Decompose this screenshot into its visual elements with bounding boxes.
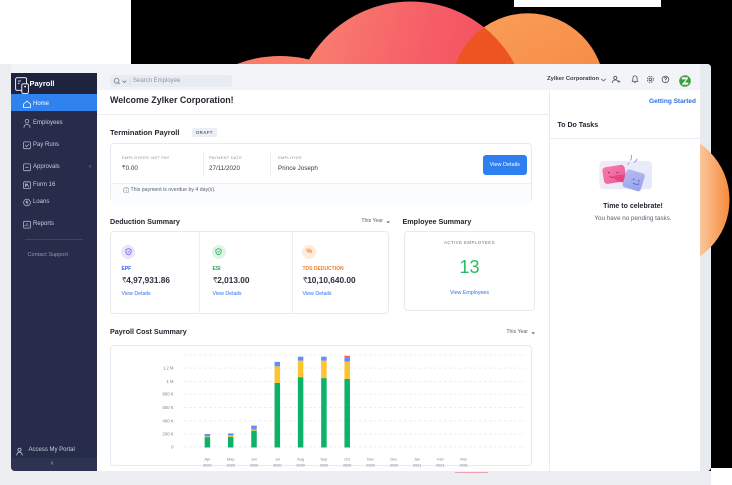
svg-text:2020: 2020 <box>226 464 234 468</box>
svg-text:Mar: Mar <box>460 458 467 462</box>
svg-text:2020: 2020 <box>250 464 258 468</box>
svg-text:0: 0 <box>171 444 174 449</box>
svg-text:1.2 M: 1.2 M <box>163 366 174 371</box>
svg-text:Apr: Apr <box>204 458 211 462</box>
svg-text:2020: 2020 <box>273 464 281 468</box>
svg-text:400 K: 400 K <box>163 418 174 423</box>
svg-text:May: May <box>227 458 234 462</box>
svg-text:2020: 2020 <box>343 464 351 468</box>
svg-text:Nov: Nov <box>367 458 374 462</box>
svg-text:2020: 2020 <box>366 464 374 468</box>
svg-text:Dec: Dec <box>390 458 397 462</box>
svg-text:2020: 2020 <box>390 464 398 468</box>
svg-text:2021: 2021 <box>413 464 421 468</box>
svg-text:800 K: 800 K <box>163 392 174 397</box>
svg-text:2020: 2020 <box>320 464 328 468</box>
svg-text:2021: 2021 <box>459 464 467 468</box>
svg-text:Jun: Jun <box>251 458 257 462</box>
svg-text:200 K: 200 K <box>163 432 174 437</box>
svg-text:Jan: Jan <box>414 458 420 462</box>
svg-text:Oct: Oct <box>344 458 351 462</box>
svg-text:Feb: Feb <box>437 458 444 462</box>
svg-text:Jul: Jul <box>275 458 280 462</box>
svg-text:Sep: Sep <box>321 458 328 462</box>
svg-text:600 K: 600 K <box>163 405 174 410</box>
svg-text:1 M: 1 M <box>167 379 174 384</box>
svg-text:2020: 2020 <box>296 464 304 468</box>
svg-text:2020: 2020 <box>203 464 211 468</box>
svg-text:2021: 2021 <box>436 464 444 468</box>
svg-text:Aug: Aug <box>297 458 304 462</box>
